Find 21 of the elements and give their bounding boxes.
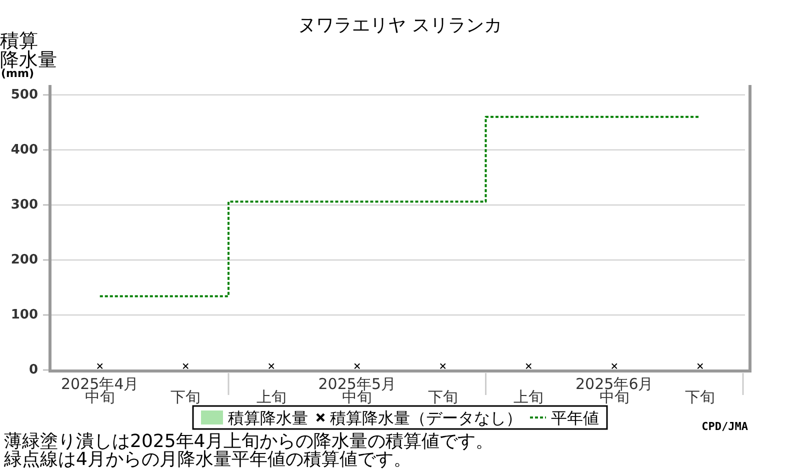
y-axis-title: 積算降水量(mm) bbox=[0, 30, 57, 80]
x-tick-label: 下旬 bbox=[170, 388, 201, 406]
y-tick-label: 100 bbox=[10, 307, 38, 322]
x-tick-label: 2025年5月中旬 bbox=[318, 375, 396, 406]
x-tick-label: 上旬 bbox=[256, 388, 286, 406]
legend-label: 平年値 bbox=[551, 408, 599, 428]
legend-label: 積算降水量 bbox=[228, 408, 308, 428]
x-tick-label: 上旬 bbox=[514, 388, 544, 406]
legend-label: 積算降水量（データなし） bbox=[330, 408, 522, 428]
y-tick-label: 500 bbox=[10, 87, 38, 102]
text: 緑点線は4月からの月降水量平年値の積算値です。 bbox=[3, 449, 412, 470]
chart-title: ヌワラエリヤ スリランカ bbox=[298, 15, 502, 36]
x-tick-label: 下旬 bbox=[428, 388, 458, 406]
text: CPD/JMA bbox=[702, 420, 748, 433]
y-tick-label: 0 bbox=[28, 362, 38, 378]
y-tick-label: 200 bbox=[10, 252, 38, 268]
y-tick-label: 300 bbox=[10, 197, 38, 212]
x-tick-label: 2025年6月中旬 bbox=[576, 375, 654, 406]
y-tick-label: 400 bbox=[10, 142, 38, 158]
x-tick-label: 下旬 bbox=[685, 388, 716, 406]
x-tick-label: 2025年4月中旬 bbox=[61, 375, 139, 406]
